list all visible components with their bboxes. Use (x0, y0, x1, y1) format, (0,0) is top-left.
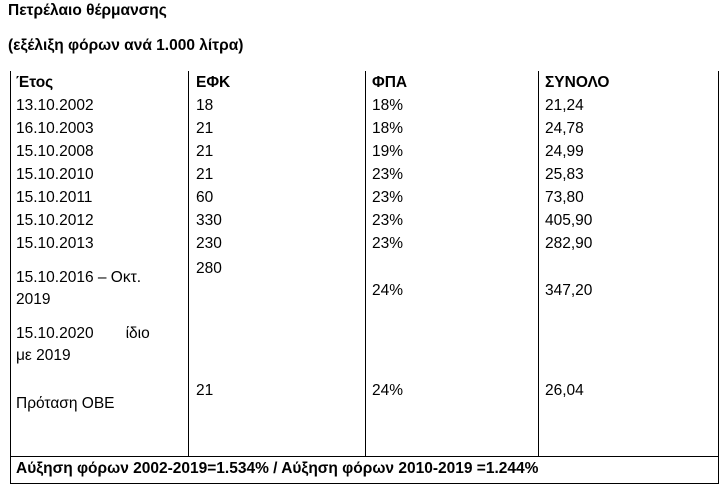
cell-total: 26,04 (545, 382, 584, 399)
cell-total: 24,78 (545, 120, 584, 137)
table-row: 13.10.2002 18 18% 21,24 (11, 97, 718, 119)
cell-efk: 21 (196, 143, 214, 160)
cell-fpa: 18% (372, 120, 404, 137)
column-divider (365, 71, 366, 456)
cell-fpa: 23% (372, 189, 404, 206)
cell-total: 73,80 (545, 189, 584, 206)
cell-efk: 330 (196, 212, 222, 229)
cell-year-note: ίδιο (125, 325, 150, 342)
cell-fpa: 19% (372, 143, 404, 160)
cell-total: 282,90 (545, 235, 593, 252)
cell-year-line: 15.10.2020 ίδιο (16, 323, 150, 345)
cell-total: 21,24 (545, 97, 584, 114)
cell-year-line: 15.10.2016 – Οκτ. (16, 269, 142, 286)
header-year: Έτος (16, 74, 54, 91)
header-total: ΣΥΝΟΛΟ (545, 74, 610, 91)
cell-year: Πρόταση ΟΒΕ (16, 395, 115, 412)
cell-year-line: με 2019 (16, 347, 71, 364)
header-efk: ΕΦΚ (196, 74, 231, 91)
cell-fpa: 23% (372, 235, 404, 252)
footer-divider (11, 456, 718, 457)
cell-efk: 21 (196, 120, 214, 137)
cell-fpa: 23% (372, 166, 404, 183)
table-row: 16.10.2003 21 18% 24,78 (11, 120, 718, 142)
table-row: 15.10.2008 21 19% 24,99 (11, 143, 718, 165)
page-title: Πετρέλαιο θέρμανσης (8, 2, 167, 19)
table-row: 15.10.2012 330 23% 405,90 (11, 212, 718, 234)
cell-year: 13.10.2002 (16, 97, 94, 114)
cell-total: 347,20 (545, 282, 593, 299)
cell-efk: 60 (196, 189, 214, 206)
cell-year: 16.10.2003 (16, 120, 94, 137)
cell-efk: 280 (196, 260, 222, 277)
cell-year: 15.10.2016 – Οκτ. 2019 (16, 267, 141, 311)
cell-total: 25,83 (545, 166, 584, 183)
table-row: 15.10.2013 230 23% 282,90 (11, 235, 718, 257)
cell-year: 15.10.2010 (16, 166, 94, 183)
cell-year-line: 2019 (16, 291, 51, 308)
page-subtitle: (εξέλιξη φόρων ανά 1.000 λίτρα) (8, 37, 244, 54)
table-footer: Αύξηση φόρων 2002-2019=1.534% / Αύξηση φ… (16, 460, 539, 477)
cell-fpa: 23% (372, 212, 404, 229)
cell-year: 15.10.2008 (16, 143, 94, 160)
header-fpa: ΦΠΑ (372, 74, 408, 91)
cell-total: 24,99 (545, 143, 584, 160)
cell-year: 15.10.2020 ίδιο με 2019 (16, 323, 150, 367)
tax-table: Έτος ΕΦΚ ΦΠΑ ΣΥΝΟΛΟ 13.10.2002 18 18% 21… (10, 71, 719, 484)
cell-year: 15.10.2012 (16, 212, 94, 229)
cell-efk: 230 (196, 235, 222, 252)
cell-year: 15.10.2013 (16, 235, 94, 252)
table-header: Έτος ΕΦΚ ΦΠΑ ΣΥΝΟΛΟ (11, 74, 718, 96)
cell-efk: 18 (196, 97, 214, 114)
table-row: 15.10.2011 60 23% 73,80 (11, 189, 718, 211)
column-divider (538, 71, 539, 456)
cell-year: 15.10.2011 (16, 189, 93, 206)
cell-total: 405,90 (545, 212, 593, 229)
cell-fpa: 24% (372, 382, 404, 399)
cell-fpa: 18% (372, 97, 404, 114)
cell-efk: 21 (196, 382, 214, 399)
cell-fpa: 24% (372, 282, 404, 299)
table-row: 15.10.2010 21 23% 25,83 (11, 166, 718, 188)
column-divider (188, 71, 189, 456)
cell-efk: 21 (196, 166, 214, 183)
cell-year-date: 15.10.2020 (16, 325, 94, 342)
